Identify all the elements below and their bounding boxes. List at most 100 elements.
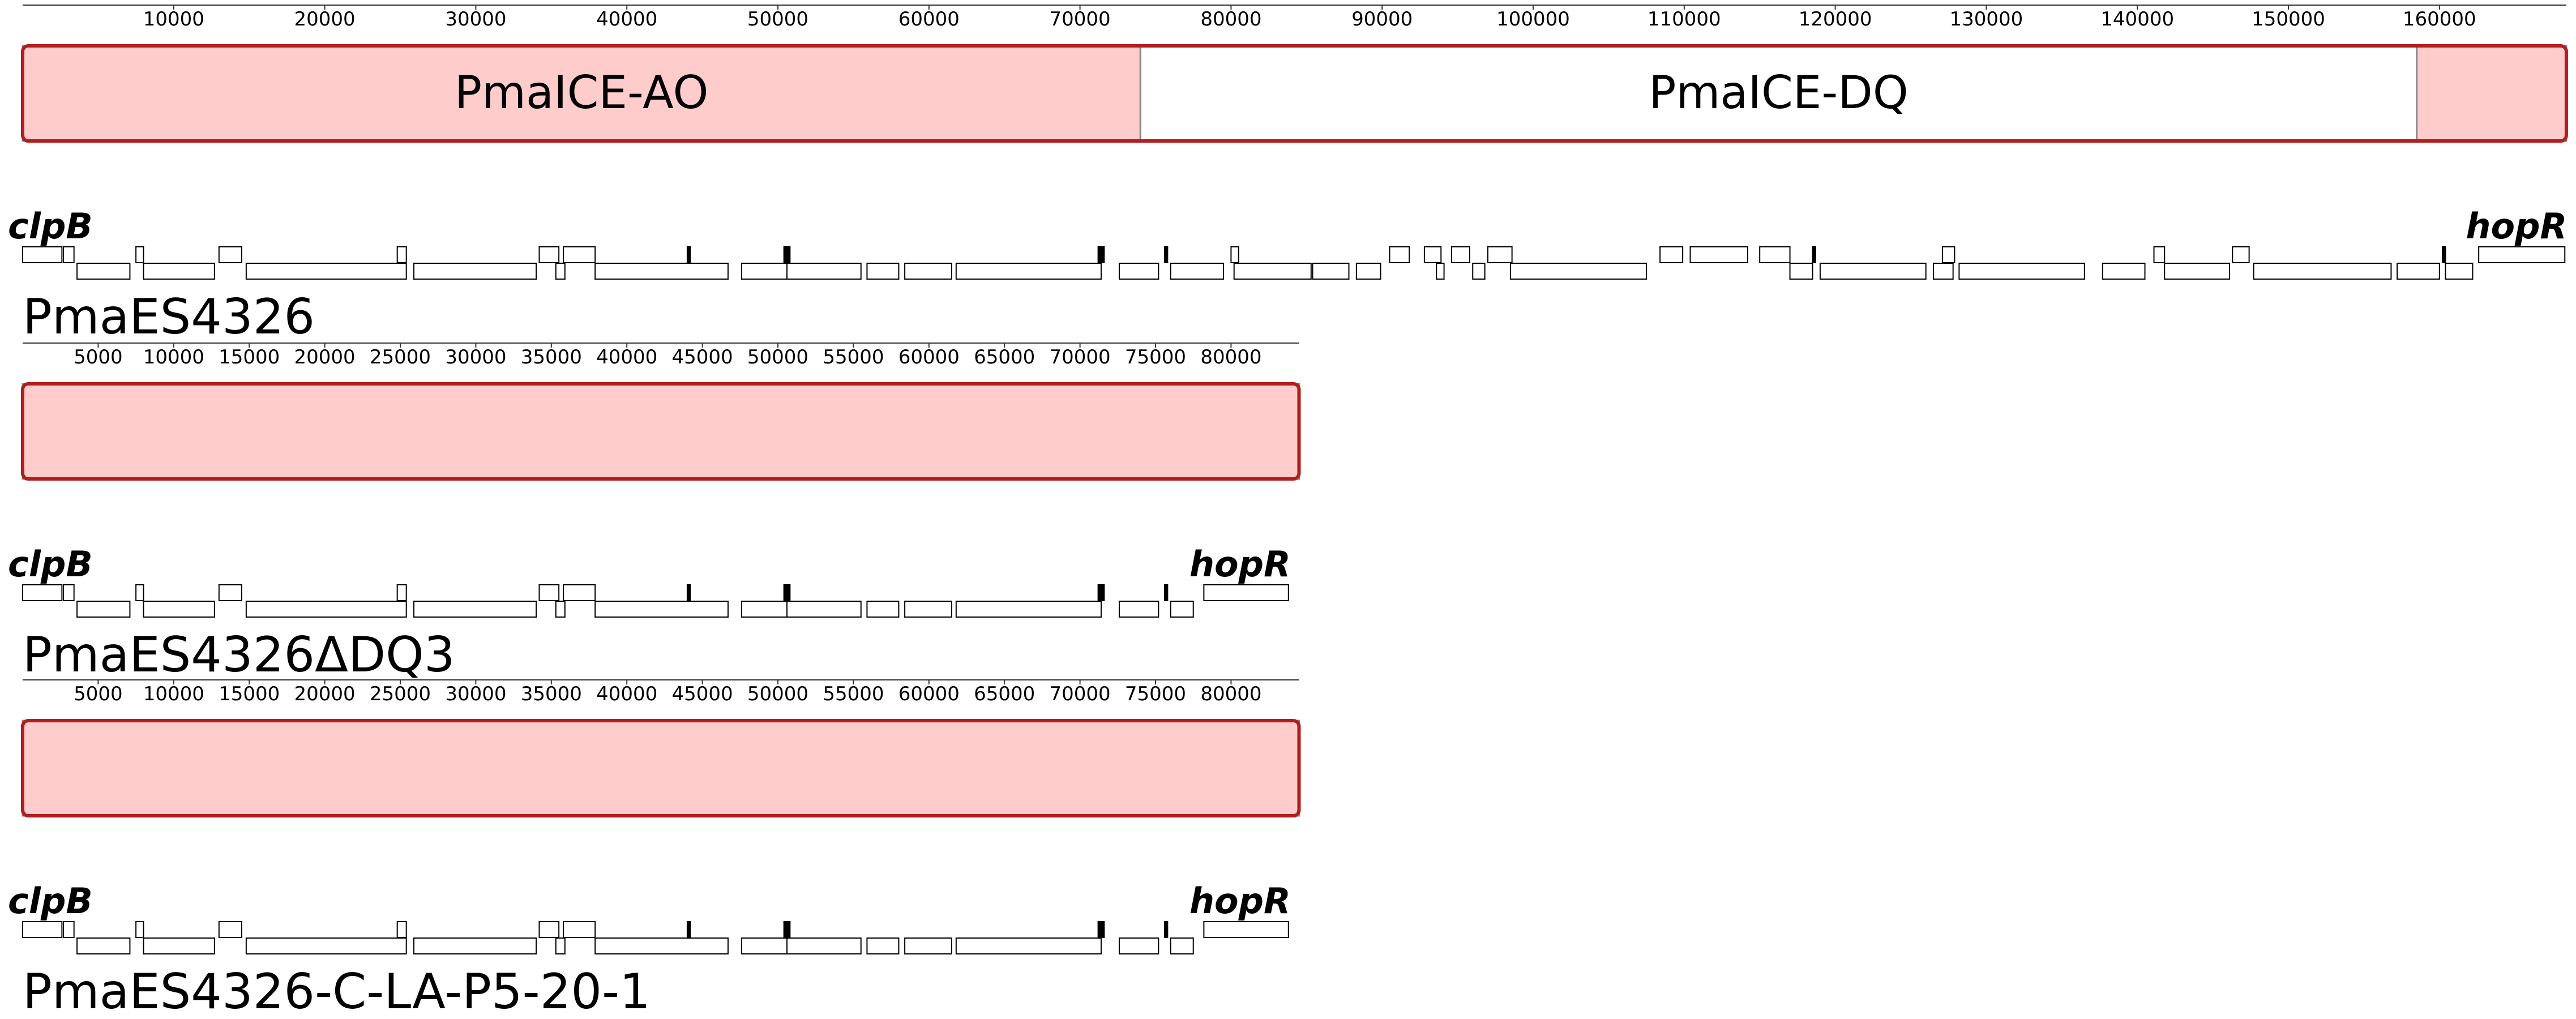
gene (143, 263, 215, 280)
gene (76, 937, 131, 954)
tick-label: 60000 (898, 346, 960, 369)
gene (218, 584, 242, 601)
gene (245, 263, 407, 280)
tick-label: 80000 (1200, 346, 1261, 369)
tick-label: 20000 (294, 8, 356, 31)
tick-label: 10000 (143, 8, 204, 31)
gene (413, 601, 537, 618)
genome-name: PmaES4326 (23, 289, 315, 345)
gene-label: clpB (8, 880, 93, 922)
tick-label: 40000 (596, 683, 657, 705)
tick-label: 40000 (596, 8, 657, 31)
gene (1233, 263, 1312, 280)
gene (2153, 246, 2166, 263)
gene (563, 584, 596, 601)
gene (1659, 246, 1684, 263)
gene (786, 263, 862, 280)
gene (22, 246, 63, 263)
gene (413, 263, 537, 280)
gene (1170, 601, 1194, 618)
tick-label: 35000 (521, 683, 582, 705)
tick-label: 100000 (1496, 8, 1570, 31)
tick-label: 40000 (596, 346, 657, 369)
gene (1230, 246, 1239, 263)
gene (22, 921, 63, 938)
tick-label: 30000 (445, 8, 506, 31)
gene (555, 937, 566, 954)
gene (76, 263, 131, 280)
gene (1164, 921, 1169, 938)
gene (904, 263, 952, 280)
gene (2232, 246, 2250, 263)
tick-label: 35000 (521, 346, 582, 369)
gene (413, 937, 537, 954)
gene (686, 584, 691, 601)
gene (1118, 601, 1159, 618)
gene (783, 921, 791, 938)
gene (2397, 263, 2440, 280)
gene (1789, 263, 1813, 280)
gene (2164, 263, 2230, 280)
lcb-block (22, 720, 1300, 817)
gene (76, 601, 131, 618)
gene (1312, 263, 1350, 280)
tick-label: 25000 (370, 683, 431, 705)
gene (1819, 263, 1927, 280)
gene (1933, 263, 1954, 280)
gene (1487, 246, 1513, 263)
track-frame (21, 719, 1301, 817)
genome-name: PmaES4326-C-LA-P5-20-1 (23, 964, 651, 1019)
gene (786, 601, 862, 618)
tick-label: 65000 (974, 683, 1035, 705)
gene (741, 601, 788, 618)
tick-label: 110000 (1648, 8, 1721, 31)
tick-label: 90000 (1351, 8, 1413, 31)
gene (1170, 937, 1194, 954)
gene (218, 246, 242, 263)
gene (2445, 263, 2474, 280)
tick-label: 20000 (294, 683, 356, 705)
gene (396, 246, 407, 263)
tick-label: 30000 (445, 346, 506, 369)
tick-label: 20000 (294, 346, 356, 369)
gene (1170, 263, 1225, 280)
tick-label: 60000 (898, 683, 960, 705)
gene (1118, 263, 1159, 280)
gene (741, 263, 788, 280)
gene (538, 246, 560, 263)
gene (218, 921, 242, 938)
tick-label: 120000 (1799, 8, 1872, 31)
gene (2253, 263, 2392, 280)
tick-label: 70000 (1050, 683, 1111, 705)
gene (555, 601, 566, 618)
gene (786, 937, 862, 954)
gene (955, 937, 1102, 954)
gene (143, 937, 215, 954)
gene (135, 246, 144, 263)
gene (245, 601, 407, 618)
tick-label: 45000 (672, 683, 733, 705)
tick-label: 75000 (1125, 683, 1186, 705)
gene (1203, 921, 1289, 938)
gene (1958, 263, 2085, 280)
gene (2102, 263, 2146, 280)
gene (1509, 263, 1648, 280)
lcb-block (1139, 45, 2418, 142)
tick-label: 10000 (143, 346, 204, 369)
track-frame (21, 382, 1301, 481)
tick-label: 30000 (445, 683, 506, 705)
gene (955, 601, 1102, 618)
tick-label: 70000 (1050, 346, 1111, 369)
gene (783, 246, 791, 263)
gene (866, 263, 900, 280)
lcb-block (22, 383, 1300, 480)
tick-label: 160000 (2403, 8, 2476, 31)
gene (1942, 246, 1955, 263)
tick-label: 55000 (823, 346, 884, 369)
gene (686, 246, 691, 263)
gene-label: hopR (2466, 205, 2567, 247)
gene (1118, 937, 1159, 954)
gene (555, 263, 566, 280)
gene-label: clpB (8, 543, 93, 585)
gene (1436, 263, 1445, 280)
